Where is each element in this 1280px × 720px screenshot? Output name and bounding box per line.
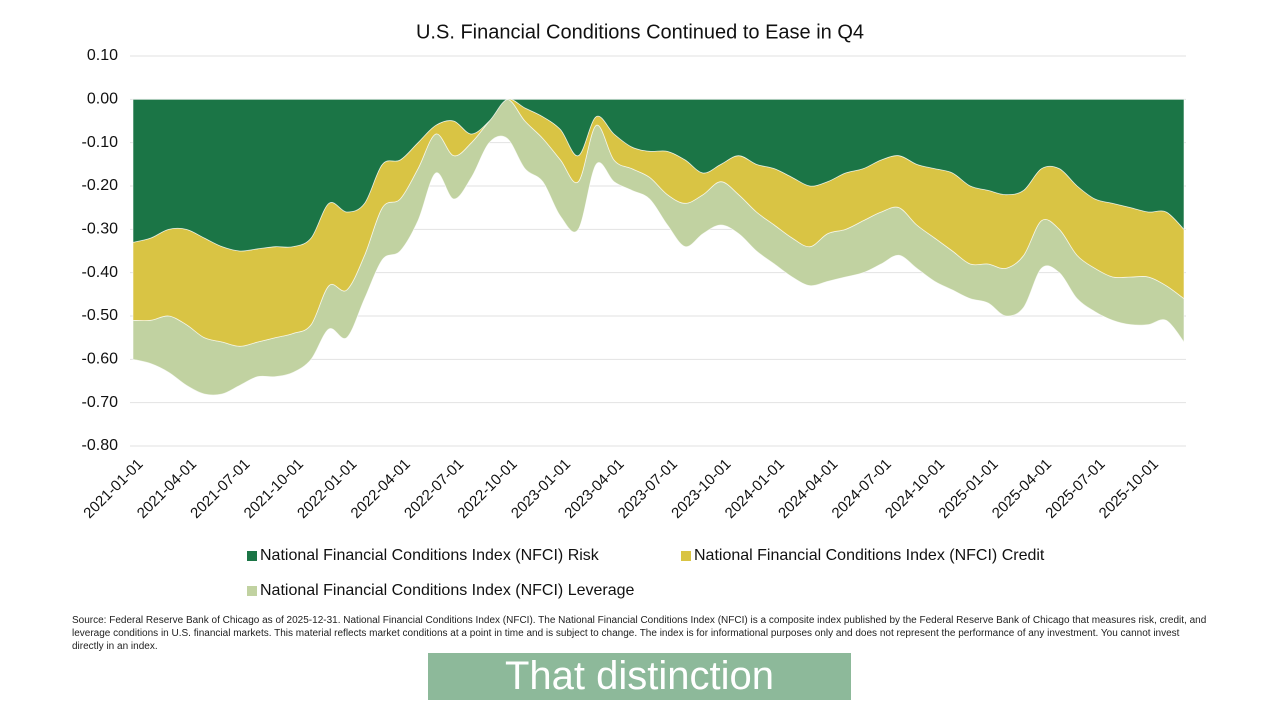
area (132, 98, 1185, 252)
y-tick-label: -0.70 (82, 394, 119, 411)
y-tick-label: -0.30 (82, 221, 119, 238)
areas (132, 98, 1185, 396)
legend-swatch (247, 551, 257, 561)
y-tick-label: -0.40 (82, 264, 119, 281)
y-tick-label: -0.20 (82, 177, 119, 194)
caption: That distinction matters. (428, 653, 851, 720)
legend-label: National Financial Conditions Index (NFC… (694, 547, 1045, 564)
y-tick-label: -0.80 (82, 437, 119, 454)
legend-label: National Financial Conditions Index (NFC… (260, 547, 600, 564)
y-tick-label: 0.00 (87, 91, 118, 108)
legend-label: National Financial Conditions Index (NFC… (260, 582, 635, 599)
source-note: Source: Federal Reserve Bank of Chicago … (72, 615, 1207, 652)
y-tick-label: -0.10 (82, 134, 119, 151)
legend: National Financial Conditions Index (NFC… (247, 547, 1045, 599)
y-tick-label: 0.10 (87, 47, 118, 64)
y-tick-label: -0.50 (82, 307, 119, 324)
chart-title: U.S. Financial Conditions Continued to E… (416, 21, 864, 43)
y-tick-label: -0.60 (82, 351, 119, 368)
legend-swatch (681, 551, 691, 561)
legend-swatch (247, 586, 257, 596)
